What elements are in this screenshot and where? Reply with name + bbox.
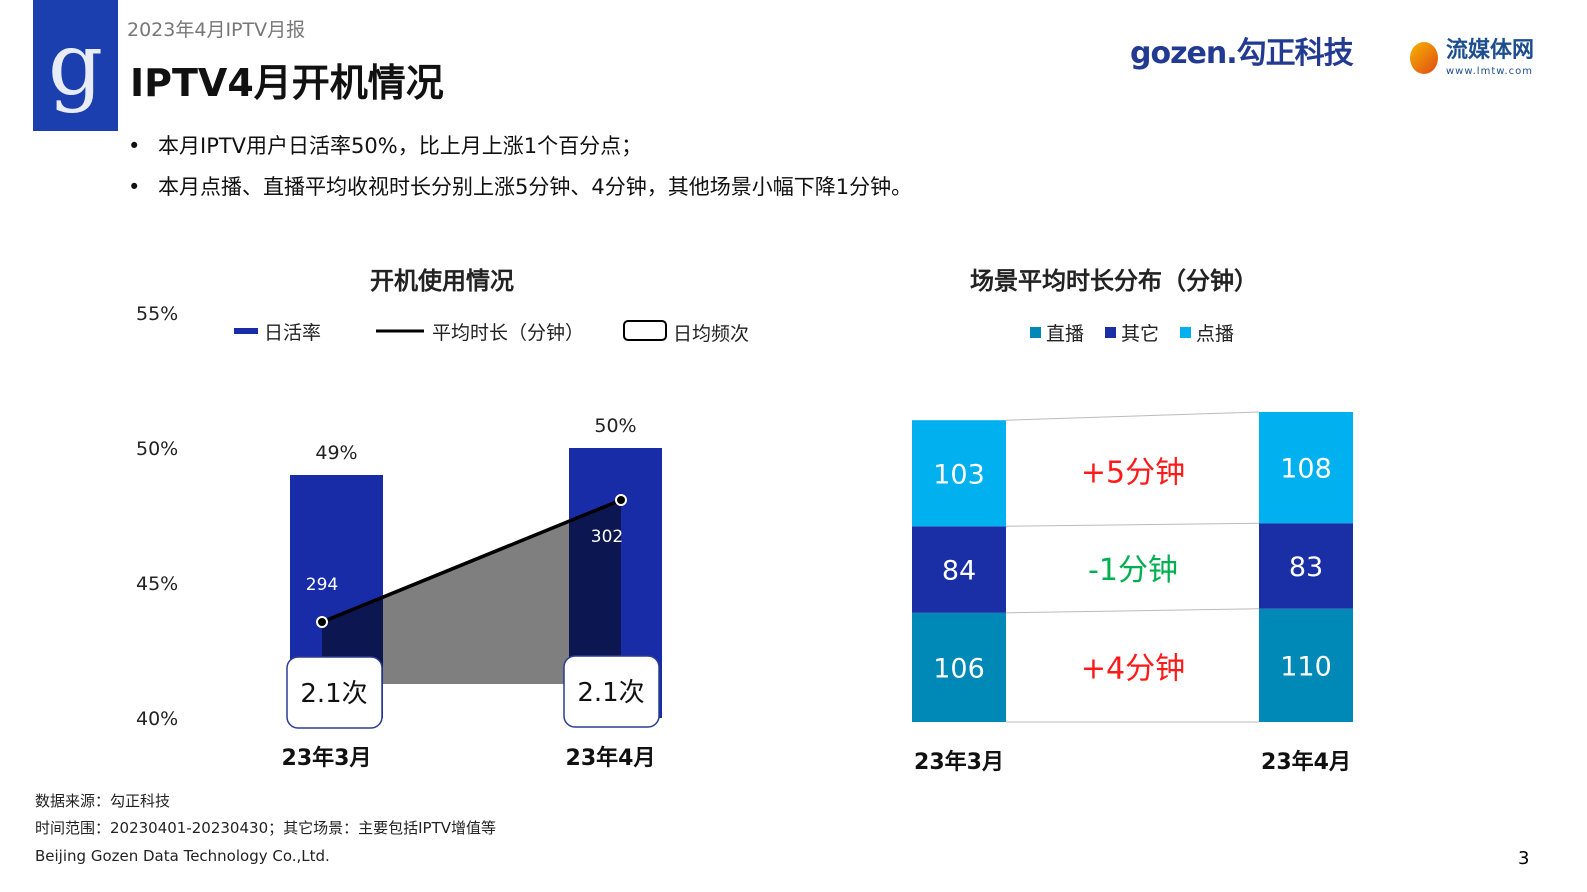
lmtw-logo-icon <box>1410 42 1438 74</box>
segment-value-label: 84 <box>942 556 976 587</box>
stacked-bar-segment <box>1259 523 1353 609</box>
bullet-text: 本月点播、直播平均收视时长分别上涨5分钟、4分钟，其他场景小幅下降1分钟。 <box>158 175 913 199</box>
line-area-shadow <box>322 500 621 684</box>
page-number: 3 <box>1518 848 1530 869</box>
bullet-item: • 本月IPTV用户日活率50%，比上月上涨1个百分点； <box>128 134 643 158</box>
line-data-label: 294 <box>306 575 338 595</box>
frequency-box <box>286 656 383 729</box>
avg-duration-line <box>321 498 622 624</box>
legend-label: 日均频次 <box>673 323 749 345</box>
legend-swatch-box <box>623 320 667 341</box>
line-data-label: 302 <box>591 527 623 547</box>
bar-data-label: 49% <box>315 442 357 464</box>
report-subtitle: 2023年4月IPTV月报 <box>127 19 306 41</box>
stacked-bar-segment <box>912 420 1006 527</box>
logo-block <box>33 0 118 131</box>
change-label: -1分钟 <box>1088 553 1178 588</box>
y-tick-label: 50% <box>136 438 178 460</box>
y-tick-label: 40% <box>136 708 178 730</box>
legend-swatch <box>1105 327 1116 338</box>
line-point <box>316 616 328 628</box>
x-category-label: 23年4月 <box>1261 749 1351 775</box>
stacked-bar-segment <box>1259 411 1353 524</box>
legend-label: 点播 <box>1196 323 1234 345</box>
segment-value-label: 108 <box>1280 454 1332 485</box>
y-tick-label: 55% <box>136 303 178 325</box>
connector-line <box>1005 608 1260 614</box>
gozen-brand-logo: gozen.勾正科技 <box>1130 36 1354 71</box>
stacked-bar-segment <box>912 612 1006 722</box>
page-title: IPTV4月开机情况 <box>130 61 444 105</box>
frequency-label: 2.1次 <box>300 679 367 709</box>
legend-swatch <box>1180 327 1191 338</box>
bullet-text: 本月IPTV用户日活率50%，比上月上涨1个百分点； <box>158 134 643 158</box>
segment-value-label: 106 <box>933 653 985 684</box>
change-label: +4分钟 <box>1081 651 1185 686</box>
time-range: 时间范围：20230401-20230430；其它场景：主要包括IPTV增值等 <box>35 819 497 837</box>
legend-label: 其它 <box>1121 323 1159 345</box>
stacked-bar-segment <box>912 526 1006 613</box>
segment-value-label: 83 <box>1289 552 1323 583</box>
frequency-box <box>563 655 660 728</box>
segment-value-label: 103 <box>933 459 985 490</box>
bar-data-label: 50% <box>594 415 636 437</box>
left-chart-title: 开机使用情况 <box>370 267 514 295</box>
legend-label: 平均时长（分钟） <box>432 322 584 344</box>
lmtw-url: www.lmtw.com <box>1446 66 1534 77</box>
connector-line <box>1005 522 1260 527</box>
lmtw-brand-logo: 流媒体网 <box>1446 38 1535 63</box>
segment-value-label: 110 <box>1280 651 1332 682</box>
y-tick-label: 45% <box>136 573 178 595</box>
line-point <box>615 494 627 506</box>
data-source: 数据来源：勾正科技 <box>35 792 171 810</box>
legend-swatch-bar <box>234 328 258 334</box>
legend-swatch <box>1030 327 1041 338</box>
stacked-bar-segment <box>1259 608 1353 722</box>
bullet-item: • 本月点播、直播平均收视时长分别上涨5分钟、4分钟，其他场景小幅下降1分钟。 <box>128 175 913 199</box>
legend-label: 直播 <box>1046 323 1084 345</box>
connector-line <box>1005 411 1260 421</box>
x-category-label: 23年3月 <box>282 745 372 771</box>
frequency-label: 2.1次 <box>577 678 644 708</box>
x-category-label: 23年3月 <box>914 749 1004 775</box>
right-chart-title: 场景平均时长分布（分钟） <box>970 267 1258 295</box>
company-name: Beijing Gozen Data Technology Co.,Ltd. <box>35 847 330 865</box>
change-label: +5分钟 <box>1081 455 1185 490</box>
x-category-label: 23年4月 <box>566 745 656 771</box>
legend-label: 日活率 <box>264 322 321 344</box>
gozen-logo-icon: g <box>47 20 104 115</box>
